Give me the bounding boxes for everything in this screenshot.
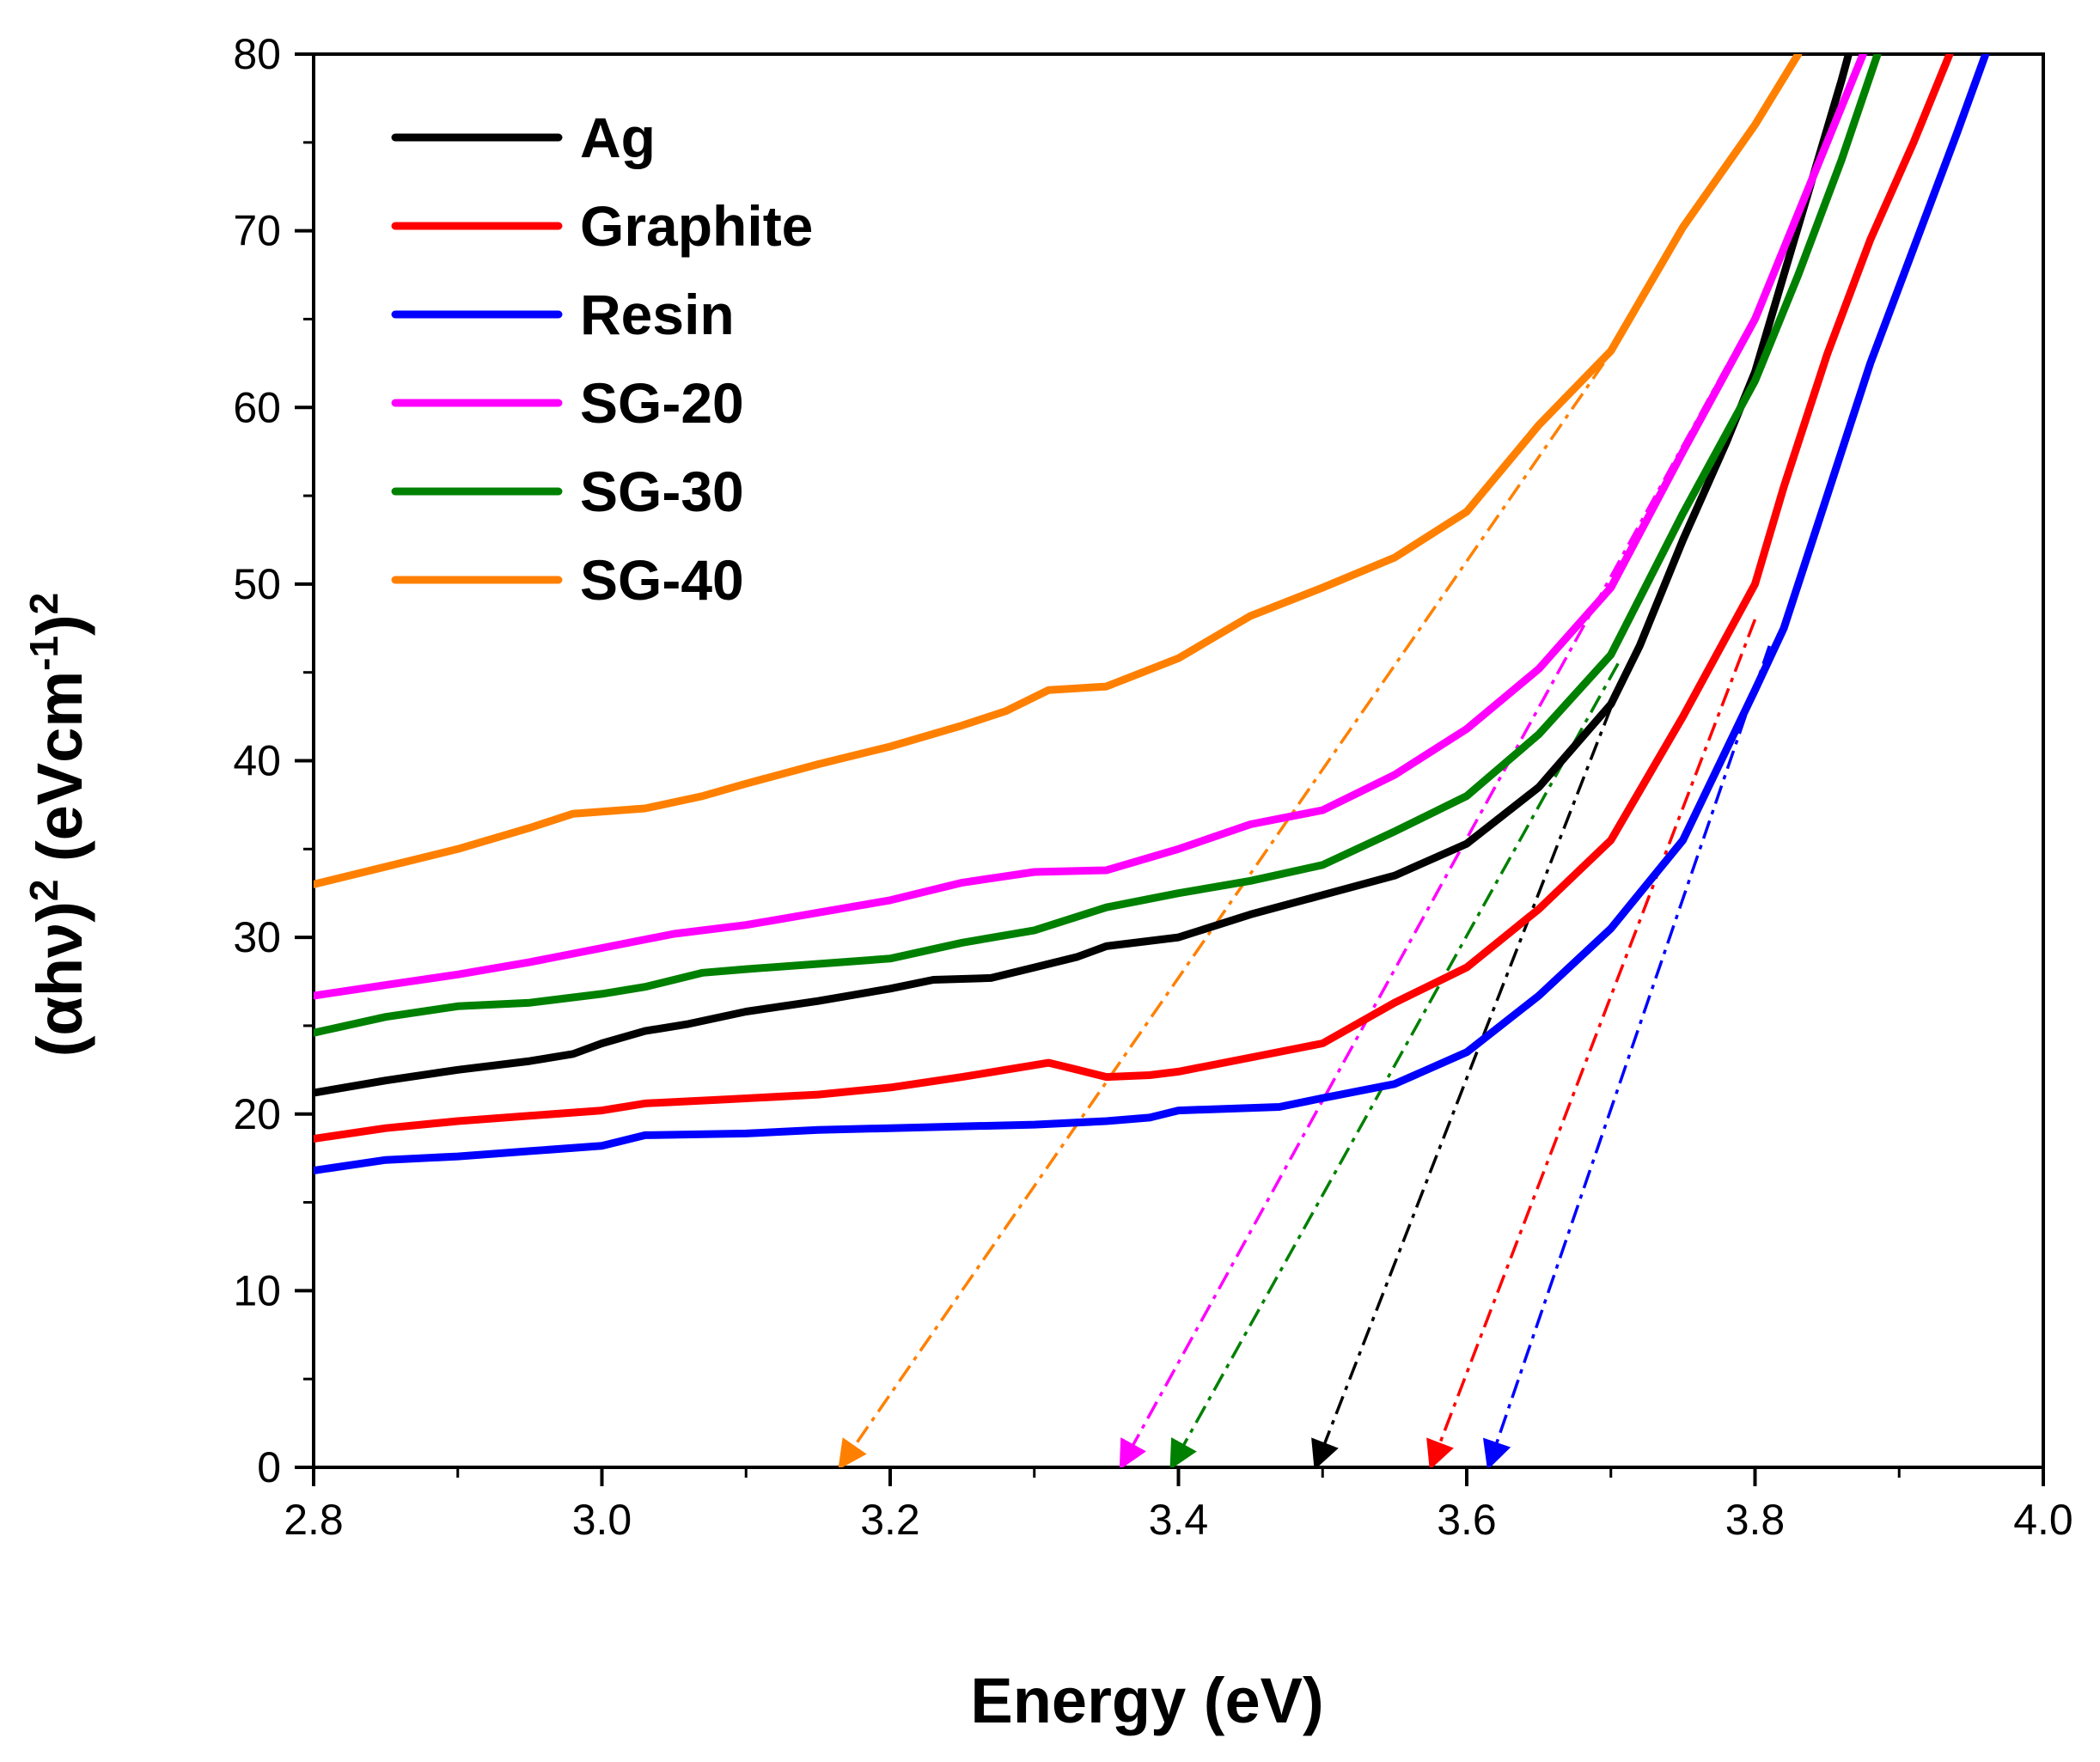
x-tick-label: 3.8 xyxy=(1725,1496,1786,1544)
legend-label-sg-20: SG-20 xyxy=(580,371,744,435)
series-line-ag xyxy=(314,54,1853,1097)
legend-label-sg-40: SG-40 xyxy=(580,548,744,612)
y-tick-label: 40 xyxy=(233,737,281,785)
legend-label-graphite: Graphite xyxy=(580,194,813,258)
tangent-line-resin xyxy=(1482,645,1771,1467)
x-tick-label: 2.8 xyxy=(284,1496,344,1544)
tangent-lines xyxy=(838,301,1771,1467)
x-tick-label: 3.4 xyxy=(1149,1496,1209,1544)
x-tick-label: 3.2 xyxy=(860,1496,920,1544)
y-axis-title-mid: (eVcm xyxy=(24,671,95,880)
series-line-sg-20 xyxy=(314,54,1867,1000)
legend-label-ag: Ag xyxy=(580,106,656,169)
series-line-sg-40 xyxy=(314,54,1803,888)
y-tick-label: 80 xyxy=(233,30,281,78)
y-tick-label: 20 xyxy=(233,1090,281,1138)
legend-label-resin: Resin xyxy=(580,283,735,346)
y-axis-title-sup2: -1 xyxy=(21,636,66,671)
series-line-sg-30 xyxy=(314,54,1882,1037)
tangent-line-sg-40 xyxy=(838,362,1605,1467)
x-tick-label: 3.0 xyxy=(572,1496,632,1544)
tangent-line-ag xyxy=(1311,707,1613,1467)
y-tick-label: 0 xyxy=(257,1443,281,1491)
legend-label-sg-30: SG-30 xyxy=(580,460,744,523)
y-tick-label: 60 xyxy=(233,383,281,431)
y-tick-label: 30 xyxy=(233,913,281,961)
y-axis-title-sup3: 2 xyxy=(21,593,66,615)
y-tick-label: 70 xyxy=(233,207,281,255)
y-axis-title-sup1: 2 xyxy=(21,880,66,902)
y-axis-title: (αhν)2 (eVcm-1)2 xyxy=(21,593,95,1058)
y-axis-title-prefix: (αhν) xyxy=(24,901,95,1057)
tangent-line-sg-30 xyxy=(1169,662,1620,1467)
x-tick-label: 4.0 xyxy=(2013,1496,2073,1544)
x-axis-title: Energy (eV) xyxy=(970,1665,1323,1736)
y-tick-label: 50 xyxy=(233,560,281,608)
series-line-resin xyxy=(314,54,1990,1174)
series-lines xyxy=(314,54,1990,1174)
axes: 2.8 3.0 3.2 3.4 3.6 3.8 4.0 0 10 20 30 40 50 60 70 80 xyxy=(233,30,2073,1544)
x-tick-label: 3.6 xyxy=(1437,1496,1497,1544)
y-axis-title-close: ) xyxy=(24,614,95,636)
tangent-line-graphite xyxy=(1426,619,1757,1467)
y-tick-label: 10 xyxy=(233,1266,281,1314)
series-line-graphite xyxy=(314,54,1954,1143)
legend: Ag Graphite Resin SG-20 SG-30 SG-40 xyxy=(391,106,813,612)
